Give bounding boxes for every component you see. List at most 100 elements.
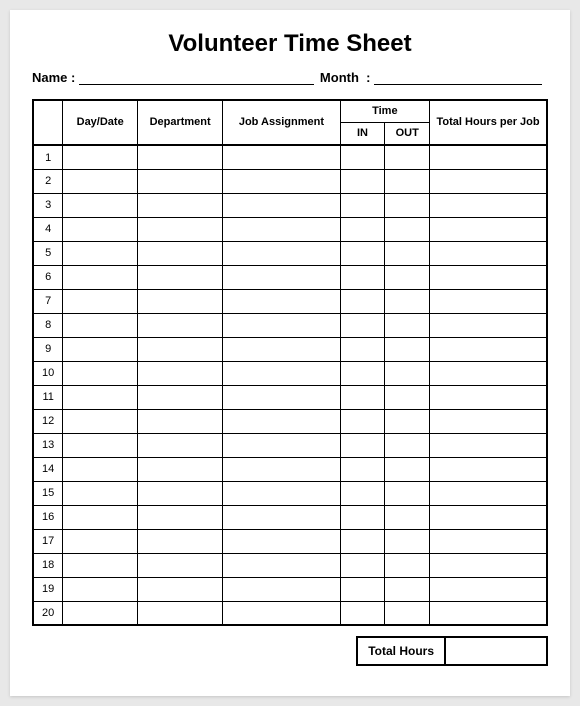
cell-time-in[interactable]: [340, 601, 385, 625]
cell-job-assignment[interactable]: [223, 289, 340, 313]
cell-department[interactable]: [137, 481, 222, 505]
cell-total[interactable]: [430, 529, 547, 553]
cell-time-out[interactable]: [385, 457, 430, 481]
cell-department[interactable]: [137, 361, 222, 385]
cell-job-assignment[interactable]: [223, 505, 340, 529]
cell-time-in[interactable]: [340, 553, 385, 577]
cell-department[interactable]: [137, 505, 222, 529]
cell-department[interactable]: [137, 217, 222, 241]
cell-time-in[interactable]: [340, 169, 385, 193]
cell-department[interactable]: [137, 385, 222, 409]
cell-day-date[interactable]: [63, 169, 138, 193]
cell-time-out[interactable]: [385, 313, 430, 337]
cell-time-in[interactable]: [340, 289, 385, 313]
cell-time-out[interactable]: [385, 385, 430, 409]
cell-day-date[interactable]: [63, 577, 138, 601]
cell-total[interactable]: [430, 169, 547, 193]
cell-day-date[interactable]: [63, 217, 138, 241]
cell-department[interactable]: [137, 409, 222, 433]
cell-job-assignment[interactable]: [223, 577, 340, 601]
cell-time-out[interactable]: [385, 529, 430, 553]
name-input-line[interactable]: [79, 71, 314, 85]
cell-time-out[interactable]: [385, 289, 430, 313]
cell-day-date[interactable]: [63, 529, 138, 553]
cell-time-in[interactable]: [340, 577, 385, 601]
cell-job-assignment[interactable]: [223, 169, 340, 193]
cell-total[interactable]: [430, 577, 547, 601]
cell-department[interactable]: [137, 289, 222, 313]
cell-time-out[interactable]: [385, 601, 430, 625]
cell-department[interactable]: [137, 577, 222, 601]
cell-job-assignment[interactable]: [223, 529, 340, 553]
cell-time-in[interactable]: [340, 457, 385, 481]
cell-day-date[interactable]: [63, 385, 138, 409]
cell-job-assignment[interactable]: [223, 313, 340, 337]
cell-day-date[interactable]: [63, 361, 138, 385]
cell-time-out[interactable]: [385, 577, 430, 601]
cell-job-assignment[interactable]: [223, 409, 340, 433]
cell-total[interactable]: [430, 241, 547, 265]
cell-time-out[interactable]: [385, 361, 430, 385]
cell-total[interactable]: [430, 337, 547, 361]
cell-total[interactable]: [430, 409, 547, 433]
cell-time-out[interactable]: [385, 265, 430, 289]
cell-total[interactable]: [430, 361, 547, 385]
cell-time-in[interactable]: [340, 433, 385, 457]
cell-job-assignment[interactable]: [223, 145, 340, 169]
cell-time-in[interactable]: [340, 409, 385, 433]
cell-time-in[interactable]: [340, 217, 385, 241]
cell-job-assignment[interactable]: [223, 361, 340, 385]
cell-time-in[interactable]: [340, 241, 385, 265]
cell-day-date[interactable]: [63, 457, 138, 481]
cell-time-out[interactable]: [385, 433, 430, 457]
cell-time-in[interactable]: [340, 337, 385, 361]
cell-day-date[interactable]: [63, 481, 138, 505]
cell-time-out[interactable]: [385, 241, 430, 265]
cell-total[interactable]: [430, 457, 547, 481]
cell-time-in[interactable]: [340, 361, 385, 385]
cell-time-in[interactable]: [340, 145, 385, 169]
cell-time-in[interactable]: [340, 313, 385, 337]
cell-job-assignment[interactable]: [223, 337, 340, 361]
cell-total[interactable]: [430, 433, 547, 457]
cell-time-out[interactable]: [385, 337, 430, 361]
cell-department[interactable]: [137, 265, 222, 289]
cell-total[interactable]: [430, 553, 547, 577]
cell-day-date[interactable]: [63, 409, 138, 433]
cell-day-date[interactable]: [63, 289, 138, 313]
cell-day-date[interactable]: [63, 553, 138, 577]
cell-job-assignment[interactable]: [223, 553, 340, 577]
cell-job-assignment[interactable]: [223, 457, 340, 481]
cell-day-date[interactable]: [63, 505, 138, 529]
cell-department[interactable]: [137, 193, 222, 217]
cell-job-assignment[interactable]: [223, 217, 340, 241]
cell-job-assignment[interactable]: [223, 241, 340, 265]
cell-department[interactable]: [137, 145, 222, 169]
cell-job-assignment[interactable]: [223, 433, 340, 457]
cell-total[interactable]: [430, 193, 547, 217]
cell-time-out[interactable]: [385, 409, 430, 433]
cell-day-date[interactable]: [63, 313, 138, 337]
cell-job-assignment[interactable]: [223, 193, 340, 217]
cell-time-in[interactable]: [340, 265, 385, 289]
cell-time-out[interactable]: [385, 145, 430, 169]
cell-total[interactable]: [430, 481, 547, 505]
cell-job-assignment[interactable]: [223, 601, 340, 625]
cell-department[interactable]: [137, 601, 222, 625]
cell-total[interactable]: [430, 505, 547, 529]
cell-department[interactable]: [137, 337, 222, 361]
cell-job-assignment[interactable]: [223, 385, 340, 409]
cell-time-in[interactable]: [340, 193, 385, 217]
cell-time-in[interactable]: [340, 505, 385, 529]
cell-time-out[interactable]: [385, 169, 430, 193]
cell-day-date[interactable]: [63, 241, 138, 265]
cell-department[interactable]: [137, 313, 222, 337]
cell-department[interactable]: [137, 169, 222, 193]
cell-time-in[interactable]: [340, 385, 385, 409]
cell-total[interactable]: [430, 145, 547, 169]
cell-time-out[interactable]: [385, 553, 430, 577]
cell-department[interactable]: [137, 457, 222, 481]
total-hours-value[interactable]: [446, 638, 546, 664]
cell-time-out[interactable]: [385, 193, 430, 217]
cell-time-in[interactable]: [340, 529, 385, 553]
